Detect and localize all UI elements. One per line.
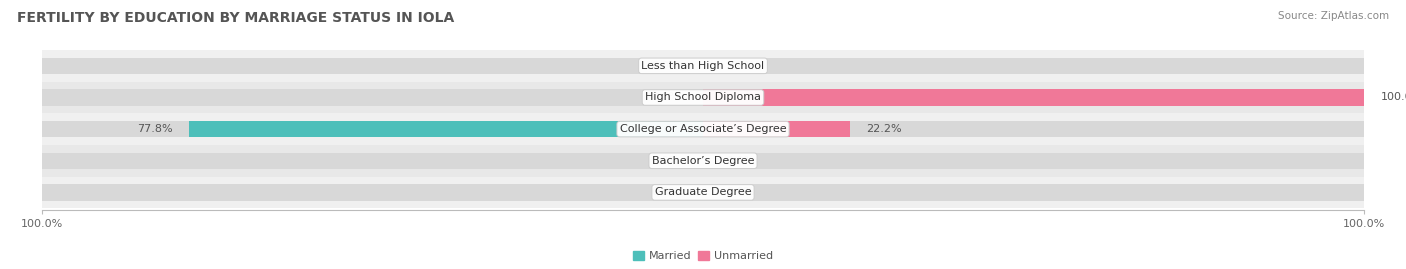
Bar bbox=[703, 89, 1364, 106]
Text: 0.0%: 0.0% bbox=[725, 156, 755, 166]
Text: FERTILITY BY EDUCATION BY MARRIAGE STATUS IN IOLA: FERTILITY BY EDUCATION BY MARRIAGE STATU… bbox=[17, 11, 454, 25]
Bar bbox=[42, 50, 1364, 82]
Bar bbox=[703, 184, 1364, 201]
Bar bbox=[42, 113, 1364, 145]
Text: Source: ZipAtlas.com: Source: ZipAtlas.com bbox=[1278, 11, 1389, 21]
Text: Bachelor’s Degree: Bachelor’s Degree bbox=[652, 156, 754, 166]
Bar bbox=[703, 89, 1364, 106]
Text: 22.2%: 22.2% bbox=[866, 124, 901, 134]
Bar bbox=[703, 121, 849, 137]
Bar bbox=[703, 58, 1364, 74]
Text: Less than High School: Less than High School bbox=[641, 61, 765, 71]
Text: 0.0%: 0.0% bbox=[651, 93, 681, 102]
Text: 0.0%: 0.0% bbox=[651, 61, 681, 71]
Bar bbox=[703, 121, 1364, 137]
Text: Graduate Degree: Graduate Degree bbox=[655, 187, 751, 197]
Text: 100.0%: 100.0% bbox=[1381, 93, 1406, 102]
Bar bbox=[703, 153, 1364, 169]
Bar bbox=[42, 184, 703, 201]
Text: 77.8%: 77.8% bbox=[136, 124, 173, 134]
Text: High School Diploma: High School Diploma bbox=[645, 93, 761, 102]
Text: College or Associate’s Degree: College or Associate’s Degree bbox=[620, 124, 786, 134]
Bar bbox=[42, 153, 703, 169]
Bar bbox=[42, 121, 703, 137]
Text: 0.0%: 0.0% bbox=[725, 187, 755, 197]
Bar bbox=[42, 58, 703, 74]
Bar bbox=[42, 82, 1364, 113]
Legend: Married, Unmarried: Married, Unmarried bbox=[628, 246, 778, 266]
Bar bbox=[42, 145, 1364, 176]
Text: 0.0%: 0.0% bbox=[725, 61, 755, 71]
Text: 0.0%: 0.0% bbox=[651, 156, 681, 166]
Bar bbox=[42, 89, 703, 106]
Bar bbox=[42, 176, 1364, 208]
Bar bbox=[188, 121, 703, 137]
Text: 0.0%: 0.0% bbox=[651, 187, 681, 197]
